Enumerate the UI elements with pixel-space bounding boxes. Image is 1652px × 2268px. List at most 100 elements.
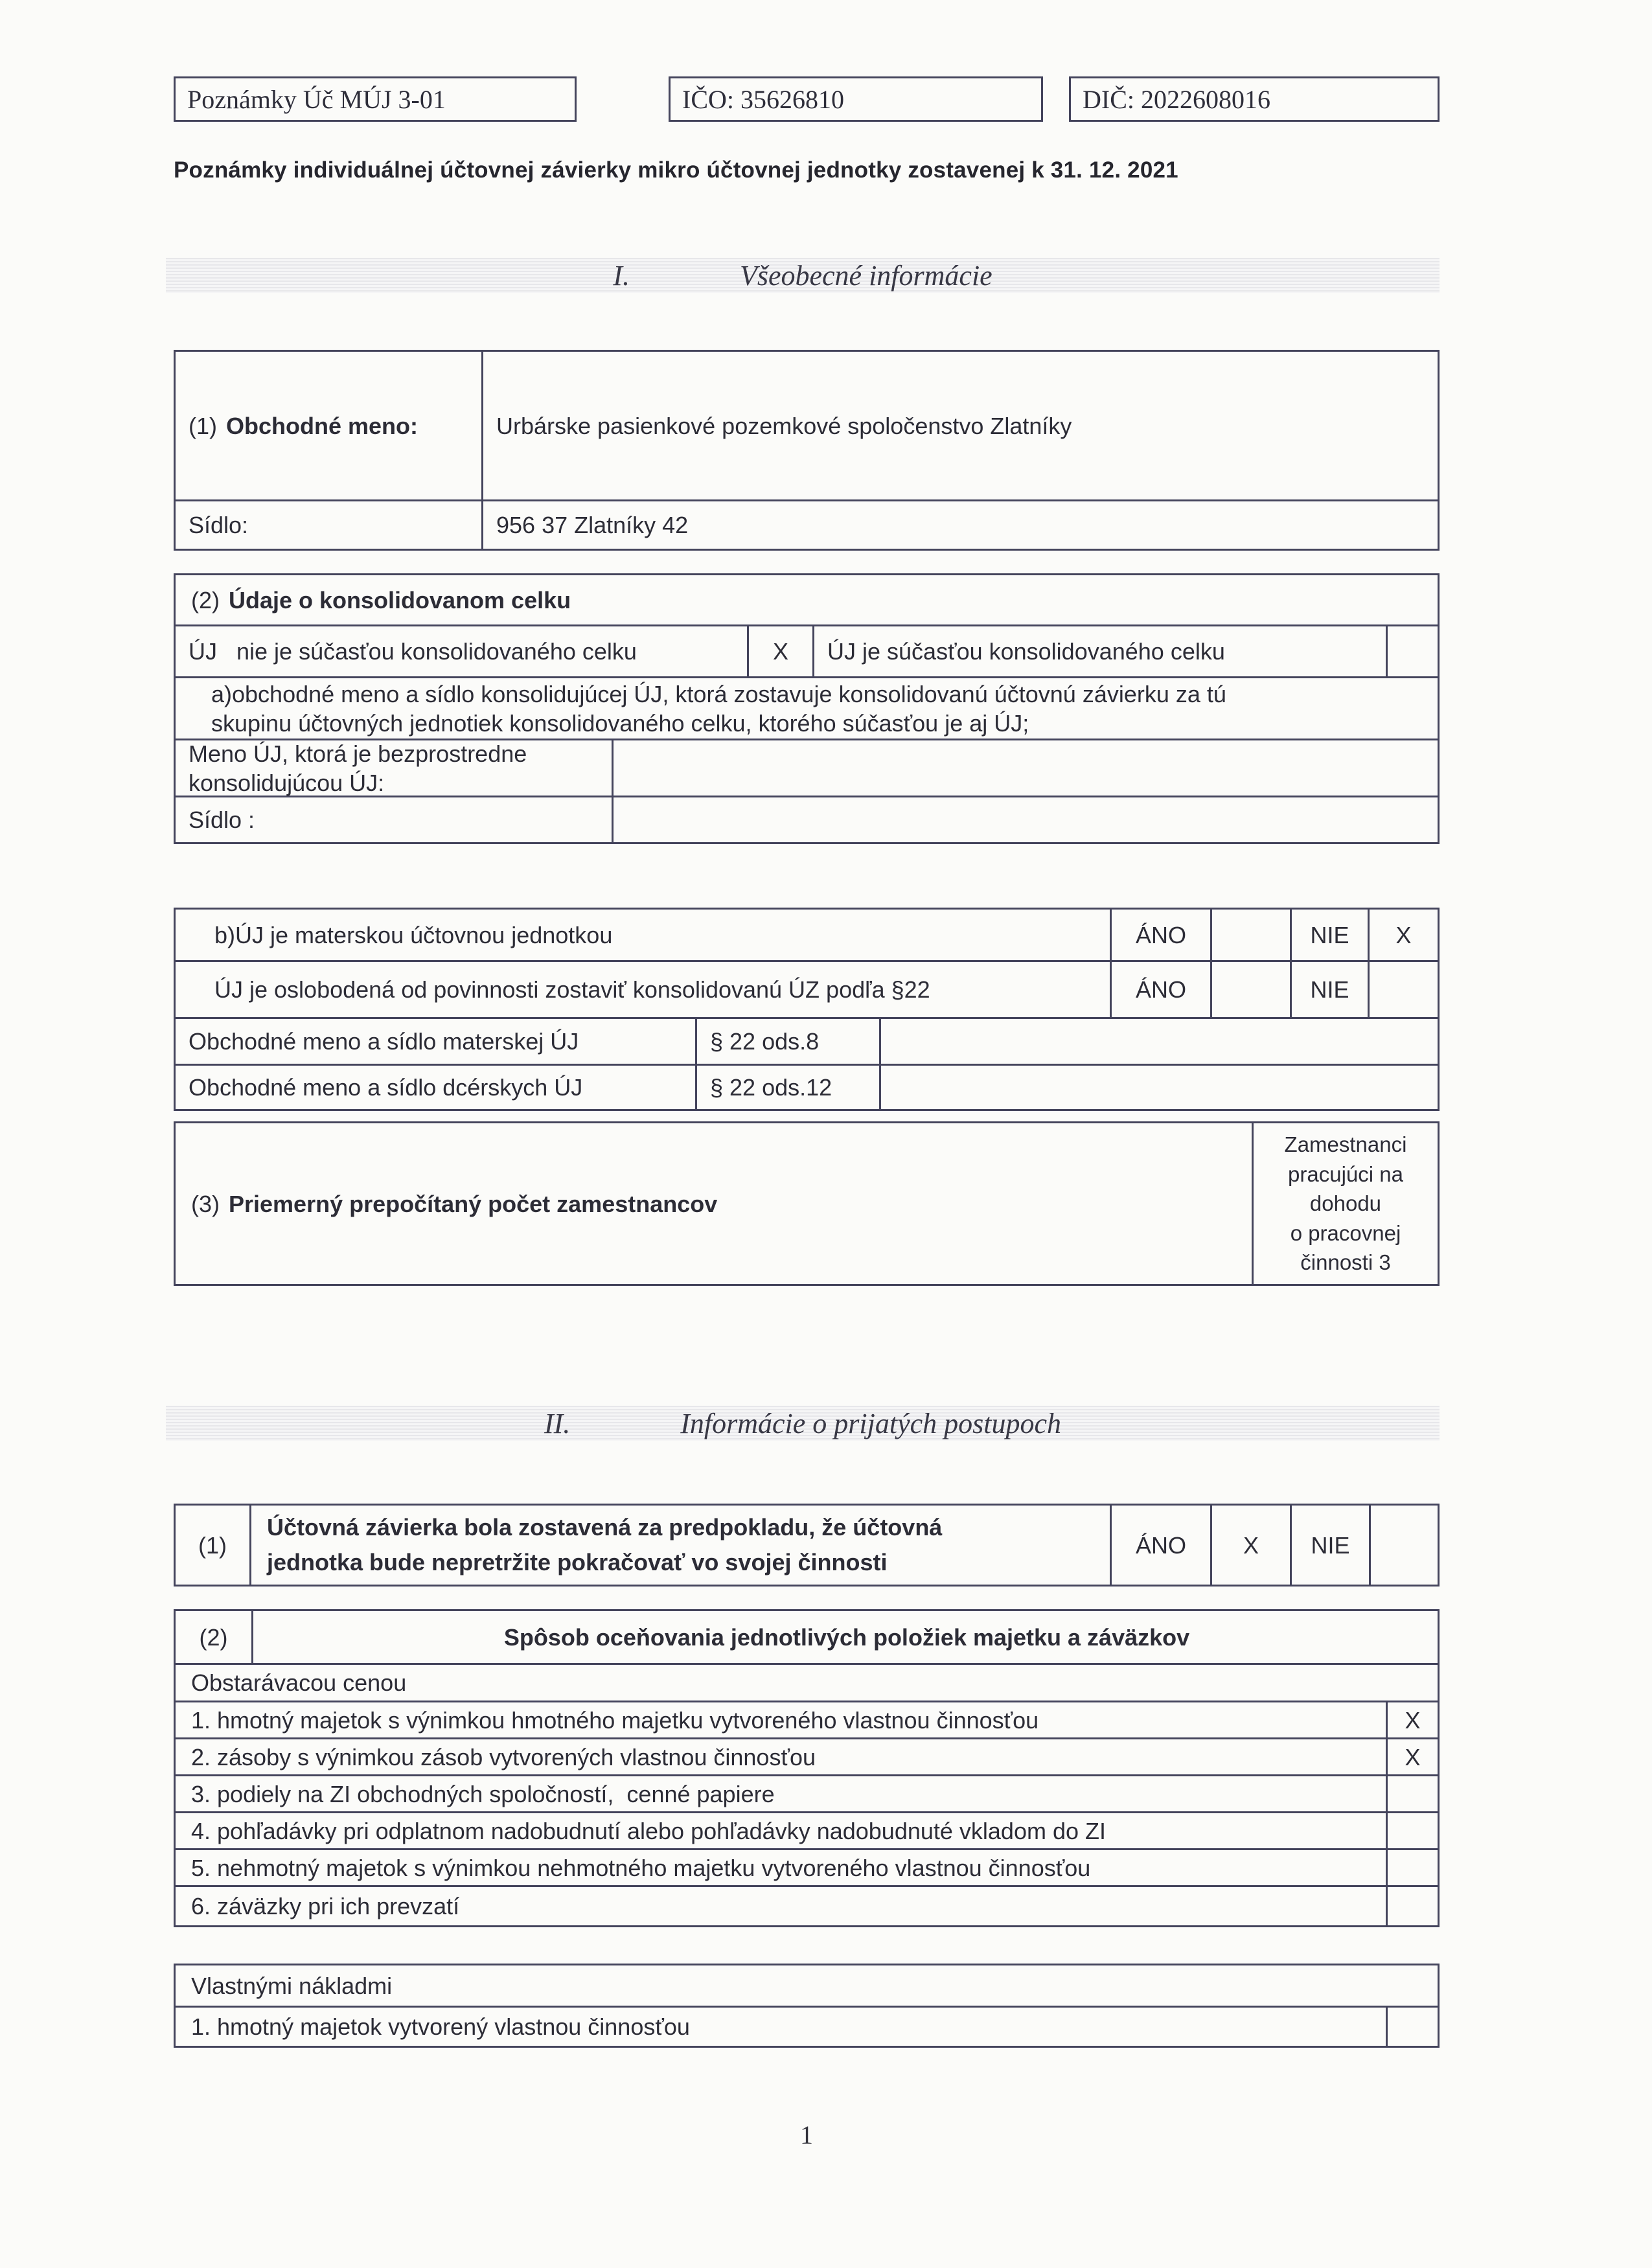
valuation-item-label-cell: 5. nehmotný majetok s výnimkou nehmotnéh…	[176, 1850, 1386, 1885]
acquisition-cost-label-cell: Obstarávacou cenou	[176, 1665, 1438, 1701]
consolidation-header-row: (2) Údaje o konsolidovanom celku	[176, 575, 1438, 624]
going-concern-yes-cell: ÁNO	[1110, 1506, 1210, 1585]
subsidiary-name-label-cell: Obchodné meno a sídlo dcérskych ÚJ	[176, 1066, 695, 1109]
going-concern-no-label: NIE	[1311, 1531, 1350, 1559]
seat-value: 956 37 Zlatníky 42	[496, 512, 689, 538]
parent-name-row: Obchodné meno a sídlo materskej ÚJ § 22 …	[176, 1017, 1438, 1064]
parent-name-ref-cell: § 22 ods.8	[695, 1019, 879, 1064]
parent-entity-table: b)ÚJ je materskou účtovnou jednotkou ÁNO…	[174, 908, 1440, 1111]
valuation-header-row: (2) Spôsob oceňovania jednotlivých polož…	[176, 1611, 1438, 1663]
consolidation-table: (2) Údaje o konsolidovanom celku ÚJ nie …	[174, 573, 1440, 844]
business-name-value-cell: Urbárske pasienkové pozemkové spoločenst…	[481, 352, 1438, 499]
consolidating-name-label: Meno ÚJ, ktorá je bezprostredne konsolid…	[189, 740, 527, 796]
acquisition-cost-group-row: Obstarávacou cenou	[176, 1663, 1438, 1701]
consolidating-name-value-cell	[612, 740, 1438, 796]
ico-box: IČO: 35626810	[669, 76, 1043, 122]
valuation-item-row: 4. pohľadávky pri odplatnom nadobudnutí …	[176, 1811, 1438, 1848]
section-i-numeral: I.	[613, 259, 630, 292]
not-consolidated-checkbox: X	[747, 626, 812, 676]
valuation-item-label-cell: 6. záväzky pri ich prevzatí	[176, 1887, 1386, 1925]
exemption-no-checkbox	[1368, 962, 1438, 1017]
document-title: Poznámky individuálnej účtovnej závierky…	[174, 157, 1178, 183]
valuation-item-label-cell: 4. pohľadávky pri odplatnom nadobudnutí …	[176, 1813, 1386, 1848]
consolidating-name-label-cell: Meno ÚJ, ktorá je bezprostredne konsolid…	[176, 740, 612, 796]
subsidiary-name-ref-cell: § 22 ods.12	[695, 1066, 879, 1109]
valuation-item-checkbox	[1386, 1850, 1438, 1885]
business-name-label: Obchodné meno:	[226, 412, 418, 439]
not-consolidated-label-cell: ÚJ nie je súčasťou konsolidovaného celku	[176, 626, 747, 676]
valuation-item-row: 1. hmotný majetok s výnimkou hmotného ma…	[176, 1701, 1438, 1737]
consolidation-note-row: a)obchodné meno a sídlo konsolidujúcej Ú…	[176, 676, 1438, 739]
own-costs-label-cell: Vlastnými nákladmi	[176, 1965, 1438, 2006]
consolidating-name-row: Meno ÚJ, ktorá je bezprostredne konsolid…	[176, 739, 1438, 796]
consolidating-seat-label: Sídlo :	[189, 807, 255, 833]
employees-label: Priemerný prepočítaný počet zamestnancov	[229, 1190, 718, 1217]
parent-name-label: Obchodné meno a sídlo materskej ÚJ	[189, 1028, 579, 1055]
exemption-yes-label: ÁNO	[1135, 976, 1186, 1003]
own-costs-item-label-cell: 1. hmotný majetok vytvorený vlastnou čin…	[176, 2008, 1386, 2046]
form-code-box: Poznámky Úč MÚJ 3-01	[174, 76, 577, 122]
parent-entity-label: b)ÚJ je materskou účtovnou jednotkou	[214, 921, 613, 948]
identity-table: (1) Obchodné meno: Urbárske pasienkové p…	[174, 350, 1440, 551]
valuation-item-label: 4. pohľadávky pri odplatnom nadobudnutí …	[191, 1817, 1106, 1844]
valuation-item-label: 6. záväzky pri ich prevzatí	[191, 1893, 460, 1919]
parent-no-mark: X	[1395, 921, 1412, 948]
valuation-item-label-cell: 3. podiely na ZI obchodných spoločností,…	[176, 1776, 1386, 1811]
parent-yes-cell: ÁNO	[1110, 910, 1210, 960]
valuation-heading-cell: Spôsob oceňovania jednotlivých položiek …	[251, 1611, 1438, 1663]
exemption-no-cell: NIE	[1290, 962, 1368, 1017]
own-costs-group-row: Vlastnými nákladmi	[176, 1965, 1438, 2006]
valuation-number: (2)	[199, 1623, 228, 1651]
valuation-item-label: 2. zásoby s výnimkou zásob vytvorených v…	[191, 1743, 816, 1770]
not-consolidated-label: ÚJ nie je súčasťou konsolidovaného celku	[189, 638, 637, 665]
exemption-label: ÚJ je oslobodená od povinnosti zostaviť …	[214, 976, 930, 1003]
employees-value-cell: Zamestnanci pracujúci na dohodu o pracov…	[1252, 1123, 1438, 1284]
consolidation-note-cell: a)obchodné meno a sídlo konsolidujúcej Ú…	[176, 678, 1438, 739]
consolidated-checkbox	[1386, 626, 1438, 676]
employees-label-cell: (3) Priemerný prepočítaný počet zamestna…	[176, 1123, 1252, 1284]
valuation-item-mark: X	[1405, 1706, 1421, 1734]
consolidation-option-row: ÚJ nie je súčasťou konsolidovaného celku…	[176, 624, 1438, 676]
seat-label: Sídlo:	[189, 512, 249, 538]
business-name-value: Urbárske pasienkové pozemkové spoločenst…	[496, 412, 1072, 439]
valuation-item-mark: X	[1405, 1743, 1421, 1770]
parent-no-checkbox: X	[1368, 910, 1438, 960]
valuation-item-row: 5. nehmotný majetok s výnimkou nehmotnéh…	[176, 1848, 1438, 1885]
valuation-item-label-cell: 2. zásoby s výnimkou zásob vytvorených v…	[176, 1739, 1386, 1774]
parent-entity-label-cell: b)ÚJ je materskou účtovnou jednotkou	[176, 910, 1110, 960]
valuation-item-checkbox: X	[1386, 1739, 1438, 1774]
parent-yes-checkbox	[1210, 910, 1290, 960]
own-costs-item-checkbox	[1386, 2008, 1438, 2046]
valuation-item-checkbox	[1386, 1887, 1438, 1925]
going-concern-no-checkbox	[1369, 1506, 1438, 1585]
valuation-item-row: 2. zásoby s výnimkou zásob vytvorených v…	[176, 1737, 1438, 1774]
seat-row: Sídlo: 956 37 Zlatníky 42	[176, 499, 1438, 549]
parent-yes-label: ÁNO	[1135, 921, 1186, 948]
going-concern-label-cell: Účtovná závierka bola zostavená za predp…	[249, 1506, 1110, 1585]
dic-text: DIČ: 2022608016	[1083, 84, 1270, 114]
business-name-row: (1) Obchodné meno: Urbárske pasienkové p…	[176, 352, 1438, 499]
seat-label-cell: Sídlo:	[176, 501, 481, 549]
consolidated-label-cell: ÚJ je súčasťou konsolidovaného celku	[812, 626, 1386, 676]
valuation-item-checkbox	[1386, 1813, 1438, 1848]
consolidation-note: a)obchodné meno a sídlo konsolidujúcej Ú…	[211, 680, 1226, 737]
section-i-heading: Všeobecné informácie	[739, 259, 992, 292]
exemption-no-label: NIE	[1310, 976, 1349, 1003]
section-ii-heading: Informácie o prijatých postupoch	[680, 1407, 1062, 1439]
parent-name-value-cell	[879, 1019, 1438, 1064]
subsidiary-name-label: Obchodné meno a sídlo dcérskych ÚJ	[189, 1074, 583, 1101]
parent-no-label: NIE	[1310, 921, 1349, 948]
valuation-heading: Spôsob oceňovania jednotlivých položiek …	[503, 1623, 1190, 1651]
parent-entity-row: b)ÚJ je materskou účtovnou jednotkou ÁNO…	[176, 910, 1438, 960]
going-concern-row: (1) Účtovná závierka bola zostavená za p…	[176, 1506, 1438, 1585]
consolidating-seat-label-cell: Sídlo :	[176, 797, 612, 842]
consolidation-header-number: (2)	[191, 586, 220, 613]
parent-name-label-cell: Obchodné meno a sídlo materskej ÚJ	[176, 1019, 695, 1064]
parent-name-ref: § 22 ods.8	[710, 1028, 820, 1055]
acquisition-cost-label: Obstarávacou cenou	[191, 1669, 407, 1696]
employees-row: (3) Priemerný prepočítaný počet zamestna…	[176, 1123, 1438, 1284]
business-name-label-cell: (1) Obchodné meno:	[176, 352, 481, 499]
section-i-band: I. Všeobecné informácie	[166, 258, 1440, 293]
valuation-item-label: 3. podiely na ZI obchodných spoločností,…	[191, 1780, 775, 1807]
